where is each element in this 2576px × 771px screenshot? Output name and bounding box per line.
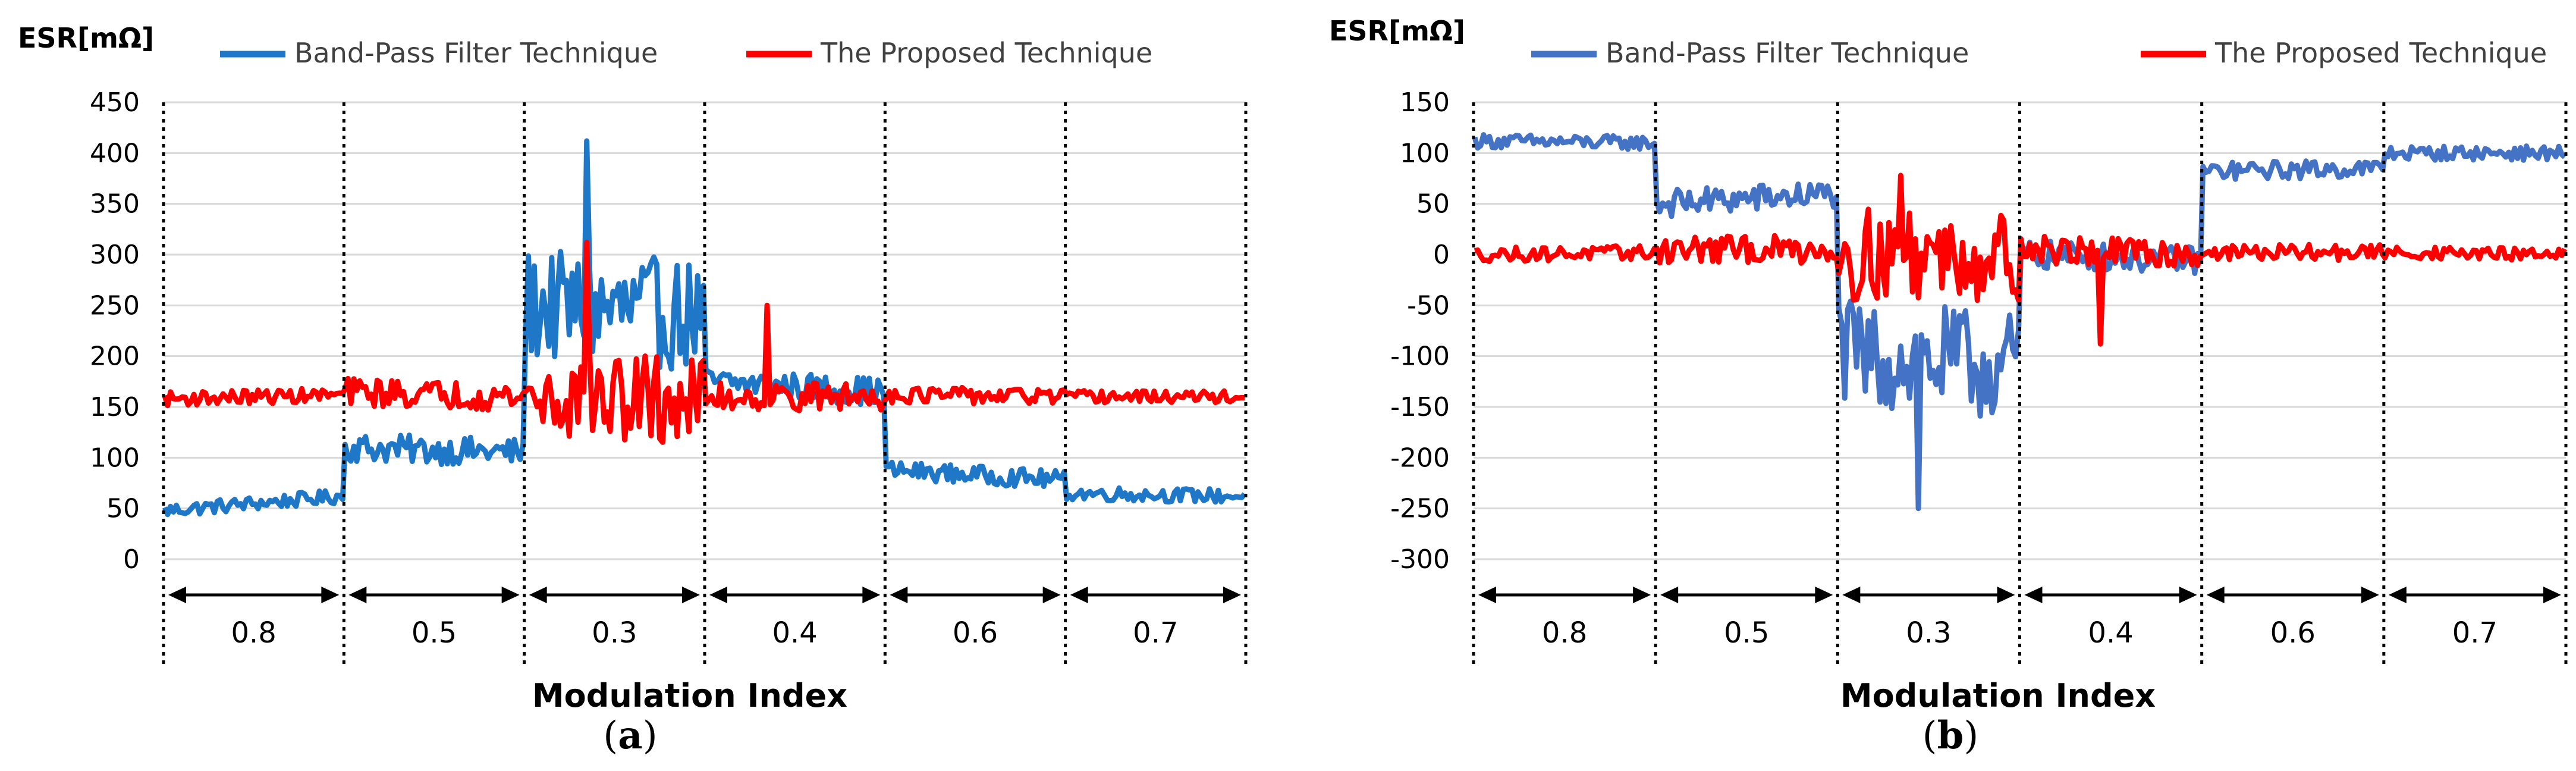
segment-arrow-head-right — [2543, 587, 2561, 603]
segment-arrow-head-right — [321, 587, 340, 603]
x-axis-label: Modulation Index — [1840, 677, 2156, 714]
segment-arrow-head-right — [1815, 587, 1833, 603]
segment-label: 0.8 — [231, 616, 276, 650]
segment-label: 0.3 — [592, 616, 637, 650]
y-tick-label: 450 — [90, 87, 140, 118]
series-line-proposed — [162, 240, 1245, 445]
segment-arrow-head-left — [168, 587, 186, 603]
segment-arrow-head-left — [1660, 587, 1679, 603]
y-tick-label: -150 — [1390, 392, 1450, 422]
y-tick-label: -200 — [1390, 443, 1450, 473]
segment-arrow-head-left — [2388, 587, 2407, 603]
panel-label-b: (b) — [1922, 713, 1979, 758]
segment-arrow-head-right — [2179, 587, 2197, 603]
y-axis-label: ESR[mΩ] — [18, 22, 154, 54]
segment-arrow-head-left — [2206, 587, 2225, 603]
segment-arrow-head-left — [709, 587, 727, 603]
chart-panel-b: -300 -250 -200 -150 -100 -50 0 50 100 150 ESR[mΩ] 0… — [1329, 15, 2568, 714]
chart-panel-a: 0 50 100 150 200 250 300 350 400 450 ESR[mΩ] 0.8 0.5… — [18, 22, 1248, 714]
panel-label-a: (a) — [603, 713, 657, 758]
segment-arrow-head-right — [501, 587, 520, 603]
segment-arrow-head-right — [1223, 587, 1241, 603]
y-axis-label: ESR[mΩ] — [1329, 15, 1465, 47]
segment-arrow-head-left — [890, 587, 908, 603]
segment-label: 0.7 — [1133, 616, 1178, 650]
segment-arrow-head-right — [1997, 587, 2015, 603]
segment-label: 0.4 — [2088, 616, 2133, 650]
segment-arrow-head-right — [1042, 587, 1061, 603]
segment-arrow-head-left — [348, 587, 367, 603]
legend-label: The Proposed Technique — [2214, 37, 2547, 69]
y-tick-label: 200 — [90, 341, 140, 372]
y-tick-label: -100 — [1390, 341, 1450, 372]
y-tick-label: 50 — [1416, 189, 1450, 220]
segment-label: 0.3 — [1906, 616, 1951, 650]
segment-arrow-head-left — [2024, 587, 2043, 603]
segment-arrow-head-left — [529, 587, 547, 603]
y-tick-label: 400 — [90, 138, 140, 168]
segment-arrow-head-left — [1070, 587, 1088, 603]
y-tick-label: 150 — [90, 392, 140, 422]
segment-arrow-head-right — [862, 587, 881, 603]
legend-label: The Proposed Technique — [820, 37, 1152, 69]
y-tick-label: 350 — [90, 189, 140, 220]
segment-label: 0.8 — [1542, 616, 1587, 650]
y-tick-label: 0 — [123, 544, 140, 575]
segment-label: 0.5 — [1724, 616, 1769, 650]
y-tick-label: -300 — [1390, 544, 1450, 575]
y-tick-label: 300 — [90, 240, 140, 270]
legend-label: Band-Pass Filter Technique — [294, 37, 658, 69]
segment-label: 0.5 — [411, 616, 457, 650]
y-tick-label: 100 — [1400, 138, 1450, 168]
segment-arrow-head-right — [682, 587, 700, 603]
y-tick-label: 250 — [90, 290, 140, 321]
y-tick-label: 50 — [106, 494, 140, 524]
segment-label: 0.7 — [2452, 616, 2498, 650]
y-tick-label: 100 — [90, 443, 140, 473]
segment-label: 0.4 — [772, 616, 817, 650]
x-axis-label: Modulation Index — [532, 677, 847, 714]
segment-arrow-head-right — [2361, 587, 2379, 603]
segment-label: 0.6 — [2270, 616, 2316, 650]
legend-label: Band-Pass Filter Technique — [1606, 37, 1969, 69]
segment-arrow-head-left — [1842, 587, 1861, 603]
y-tick-label: 150 — [1400, 87, 1450, 118]
segment-arrow-head-right — [1633, 587, 1651, 603]
y-tick-label: 0 — [1433, 240, 1450, 270]
segment-arrow-head-left — [1478, 587, 1496, 603]
segment-label: 0.6 — [953, 616, 998, 650]
y-tick-label: -50 — [1407, 290, 1450, 321]
y-tick-label: -250 — [1390, 494, 1450, 524]
